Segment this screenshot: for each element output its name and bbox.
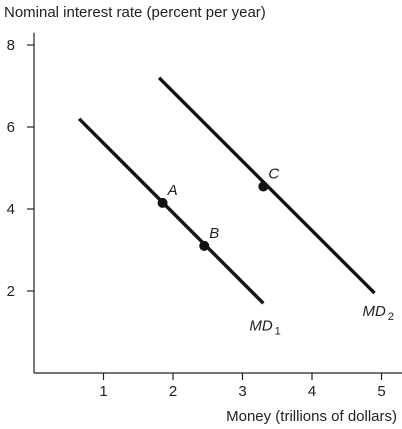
curves: MD 1 MD 2 (77, 76, 394, 337)
series-label-md1: MD 1 (249, 317, 280, 337)
points: A B C (157, 165, 279, 251)
y-tick-label: 4 (7, 201, 15, 218)
point-b-label: B (209, 225, 219, 242)
y-tick-label: 2 (7, 283, 15, 300)
point-c-label: C (268, 165, 279, 182)
point-a-label: A (167, 182, 178, 199)
ticks: 1 2 3 4 5 2 4 6 8 (7, 37, 386, 400)
point-b-marker (199, 240, 210, 251)
point-c-marker (258, 181, 269, 192)
y-tick-label: 8 (7, 37, 15, 54)
x-axis-title: Money (trillions of dollars) (226, 408, 397, 425)
x-tick-label: 1 (99, 383, 107, 400)
series-label-md2: MD 2 (363, 303, 394, 323)
axes (33, 32, 402, 374)
x-tick-label: 4 (308, 383, 316, 400)
point-a-marker (157, 197, 168, 208)
y-tick-label: 6 (7, 119, 15, 136)
series-line-md1 (77, 117, 265, 305)
x-tick-label: 5 (377, 383, 385, 400)
x-tick-label: 3 (238, 383, 246, 400)
x-tick-label: 2 (169, 383, 177, 400)
y-axis-title: Nominal interest rate (percent per year) (4, 4, 266, 21)
